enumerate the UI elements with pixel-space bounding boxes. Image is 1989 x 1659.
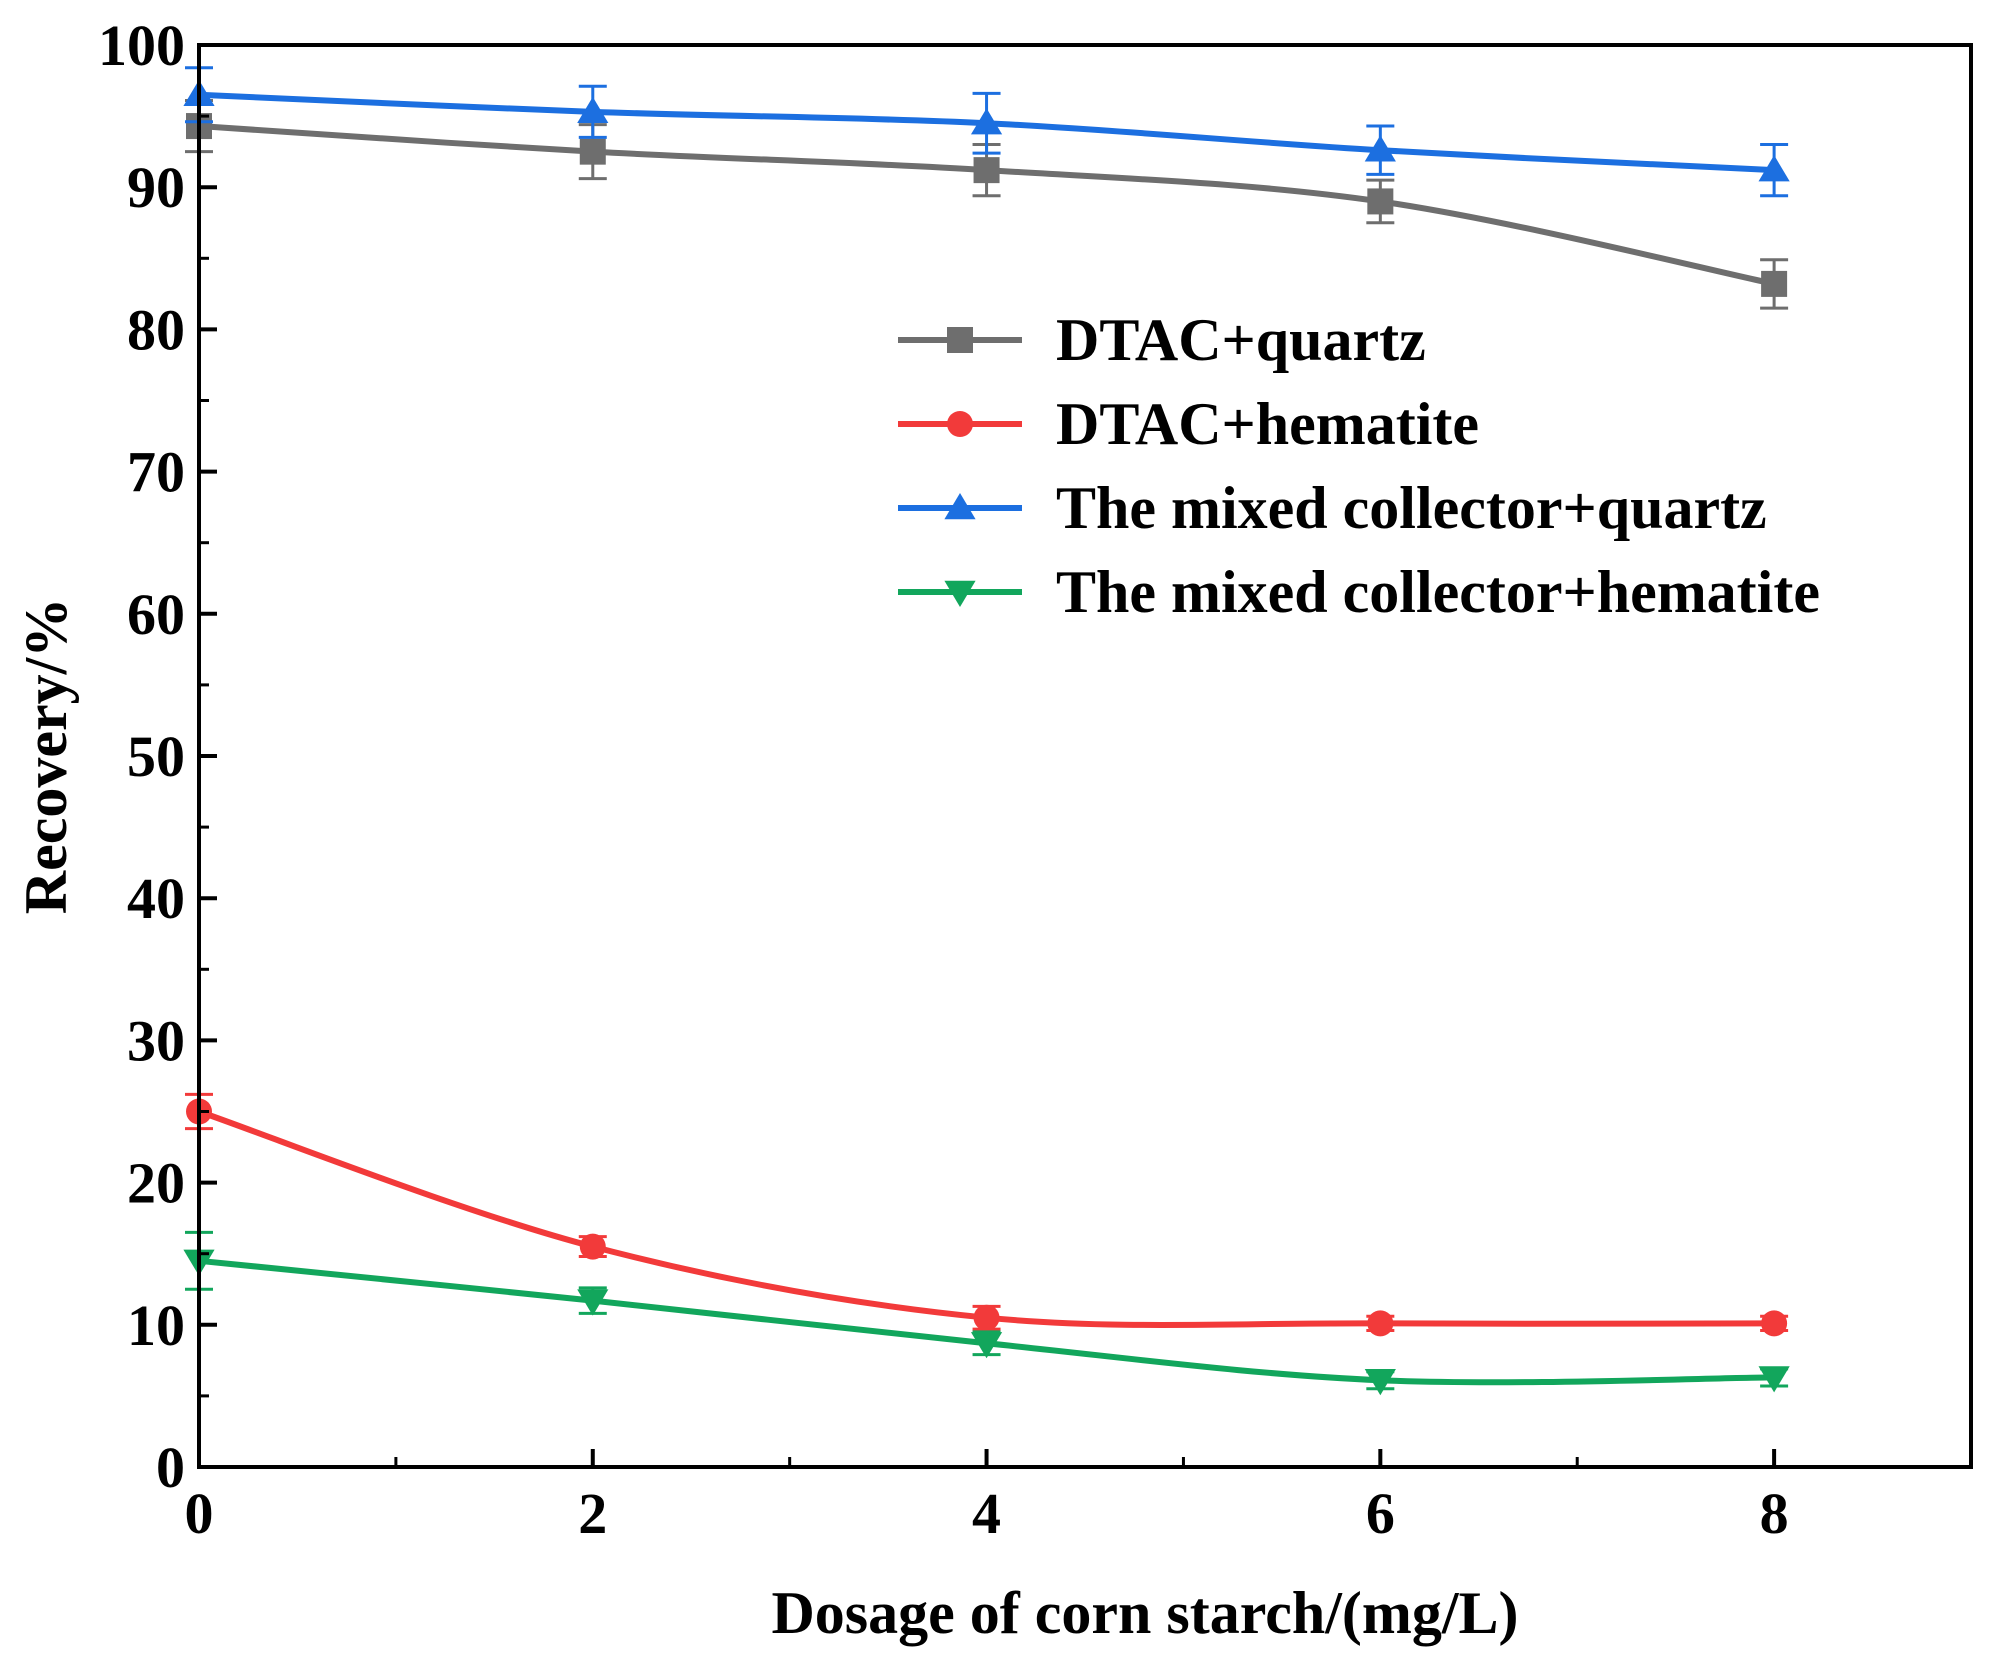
legend: DTAC+quartz DTAC+hematite The mixed collec… bbox=[898, 307, 1820, 625]
y-tick-label-20: 20 bbox=[127, 1151, 185, 1216]
data-point-2-3 bbox=[1364, 135, 1396, 162]
legend-marker-0 bbox=[947, 327, 973, 353]
data-point-3-1 bbox=[577, 1289, 609, 1316]
legend-marker-2 bbox=[944, 493, 976, 520]
data-point-1-3 bbox=[1367, 1310, 1394, 1337]
data-point-0-2 bbox=[973, 157, 1000, 184]
legend-marker-1 bbox=[947, 411, 973, 437]
legend-label-0: DTAC+quartz bbox=[1056, 307, 1426, 373]
y-tick-label-40: 40 bbox=[127, 866, 185, 931]
legend-label-3: The mixed collector+hematite bbox=[1056, 559, 1820, 625]
data-point-3-3 bbox=[1364, 1369, 1396, 1396]
y-tick-label-90: 90 bbox=[127, 155, 185, 220]
y-tick-label-10: 10 bbox=[127, 1293, 185, 1358]
data-point-0-1 bbox=[579, 138, 606, 165]
x-axis-title: Dosage of corn starch/(mg/L) bbox=[771, 1580, 1518, 1646]
x-tick-label-8: 8 bbox=[1760, 1481, 1789, 1546]
series-line-1 bbox=[198, 1108, 1775, 1329]
y-tick-label-30: 30 bbox=[127, 1008, 185, 1073]
series-layer bbox=[183, 66, 1790, 1396]
data-point-1-4 bbox=[1761, 1310, 1788, 1337]
x-tick-label-4: 4 bbox=[972, 1481, 1001, 1546]
y-tick-label-50: 50 bbox=[127, 724, 185, 789]
axes-layer: 0 10 20 30 40 50 60 70 80 90 100 0 2 4 6 8 bbox=[98, 13, 1973, 1546]
data-point-2-2 bbox=[970, 108, 1003, 135]
data-point-3-2 bbox=[970, 1332, 1003, 1359]
y-tick-label-70: 70 bbox=[127, 440, 185, 505]
data-point-1-1 bbox=[579, 1233, 606, 1260]
data-point-2-1 bbox=[577, 96, 609, 124]
data-point-0-4 bbox=[1761, 270, 1788, 297]
data-point-0-3 bbox=[1367, 188, 1394, 215]
data-point-1-2 bbox=[973, 1304, 1000, 1331]
series-2 bbox=[183, 66, 1790, 198]
y-axis-title: Recovery/% bbox=[13, 598, 79, 915]
x-tick-label-6: 6 bbox=[1366, 1481, 1395, 1546]
y-tick-label-0: 0 bbox=[156, 1435, 185, 1500]
x-tick-label-0: 0 bbox=[185, 1481, 214, 1546]
legend-marker-3 bbox=[944, 580, 976, 607]
x-tick-label-2: 2 bbox=[578, 1481, 607, 1546]
y-tick-label-60: 60 bbox=[127, 582, 185, 647]
data-point-2-4 bbox=[1758, 155, 1790, 182]
y-tick-label-100: 100 bbox=[98, 13, 185, 78]
legend-label-1: DTAC+hematite bbox=[1056, 391, 1479, 457]
data-point-3-4 bbox=[1758, 1366, 1790, 1393]
plot-frame bbox=[197, 43, 1973, 1469]
y-tick-label-80: 80 bbox=[127, 297, 185, 362]
legend-label-2: The mixed collector+quartz bbox=[1056, 475, 1767, 541]
series-1 bbox=[185, 1092, 1789, 1337]
